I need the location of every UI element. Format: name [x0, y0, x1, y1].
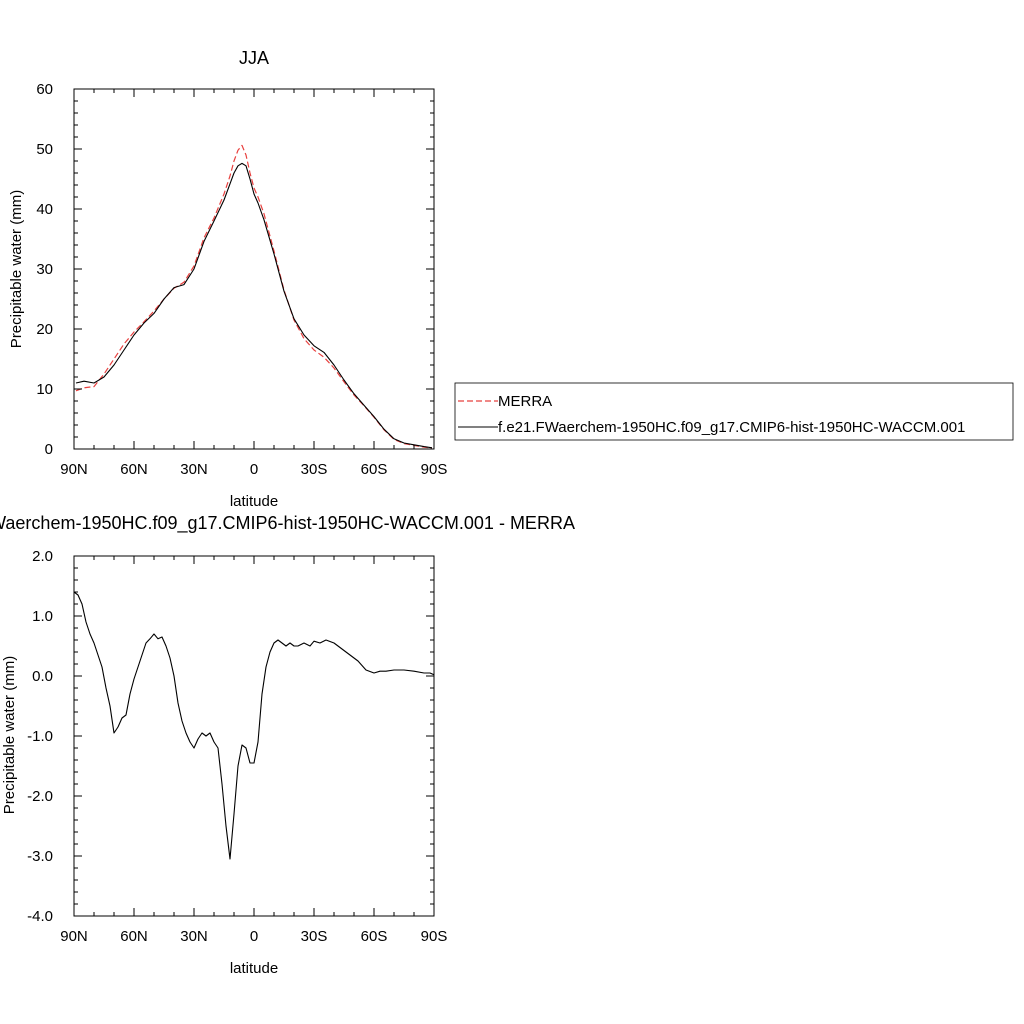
x-tick-label: 30N: [180, 928, 208, 945]
x-tick-label: 60S: [361, 928, 388, 945]
y-tick-label: 10: [36, 381, 53, 398]
x-tick-label: 30S: [301, 461, 328, 478]
series-line-merra: [75, 144, 433, 449]
tick-label-layer: 90N 60N 30N 0 30S 60S 90S 0 10 20 30 40 50 60: [36, 81, 447, 478]
y-tick-label: 50: [36, 141, 53, 158]
y-tick-label: 60: [36, 81, 53, 98]
x-tick-label: 90S: [421, 928, 448, 945]
y-tick-label: -4.0: [27, 908, 53, 925]
y-tick-label: 0.0: [32, 668, 53, 685]
y-tick-label: 0: [45, 441, 53, 458]
legend: MERRA f.e21.FWaerchem-1950HC.f09_g17.CMI…: [454, 382, 1014, 441]
y-tick-label: -1.0: [27, 728, 53, 745]
series-line-model: [75, 162, 433, 449]
x-tick-label: 60N: [120, 461, 148, 478]
series-layer: [75, 144, 433, 449]
top-chart-panel: JJA Precipitable water (mm) latitude 90N…: [8, 48, 447, 510]
x-tick-label: 30S: [301, 928, 328, 945]
x-tick-label: 90N: [60, 461, 88, 478]
plot-frame: [73, 555, 435, 917]
legend-label-model: f.e21.FWaerchem-1950HC.f09_g17.CMIP6-his…: [498, 419, 965, 436]
x-tick-label: 90N: [60, 928, 88, 945]
y-axis-title: Precipitable water (mm): [8, 190, 25, 348]
series-layer: [73, 591, 435, 860]
x-tick-label: 0: [250, 461, 258, 478]
x-axis-title: latitude: [230, 960, 278, 977]
chart-title: f.e21.FWaerchem-1950HC.f09_g17.CMIP6-his…: [0, 513, 575, 534]
chart-title: JJA: [239, 48, 269, 68]
plot-frame: [73, 88, 435, 450]
y-tick-label: 40: [36, 201, 53, 218]
y-tick-label: -2.0: [27, 788, 53, 805]
x-tick-label: 60N: [120, 928, 148, 945]
y-tick-label: 1.0: [32, 608, 53, 625]
x-tick-label: 90S: [421, 461, 448, 478]
legend-label-merra: MERRA: [498, 393, 552, 410]
x-tick-label: 60S: [361, 461, 388, 478]
x-tick-label: 30N: [180, 461, 208, 478]
y-tick-label: -3.0: [27, 848, 53, 865]
tick-layer: [73, 555, 435, 917]
legend-box: [454, 382, 1014, 441]
tick-label-layer: 90N 60N 30N 0 30S 60S 90S 2.0 1.0 0.0 -1.0 -2.0 -3.0…: [27, 548, 447, 945]
x-tick-label: 0: [250, 928, 258, 945]
series-line-difference: [73, 591, 435, 860]
bottom-chart-panel: f.e21.FWaerchem-1950HC.f09_g17.CMIP6-his…: [0, 513, 575, 977]
tick-layer: [73, 88, 435, 450]
y-axis-title: Precipitable water (mm): [1, 656, 18, 814]
y-tick-label: 30: [36, 261, 53, 278]
x-axis-title: latitude: [230, 493, 278, 510]
y-tick-label: 2.0: [32, 548, 53, 565]
y-tick-label: 20: [36, 321, 53, 338]
